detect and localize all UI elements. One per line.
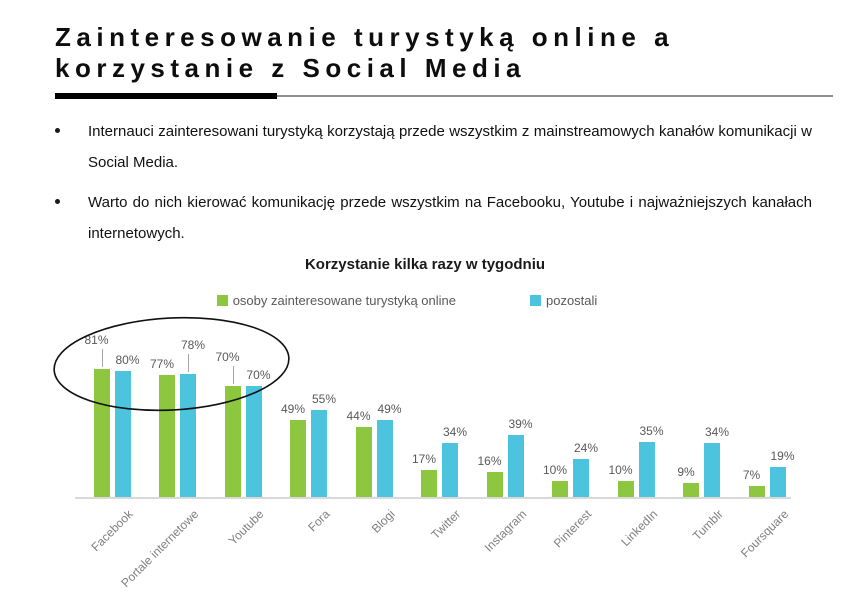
- value-label: 44%: [346, 409, 371, 424]
- label-leader-line: [188, 353, 189, 372]
- bar-series2-twitter: [442, 443, 458, 497]
- value-label: 81%: [84, 333, 109, 348]
- page-title-line1: Zainteresowanie turystyką online a: [55, 22, 675, 52]
- label-leader-line: [101, 349, 103, 368]
- value-label: 49%: [280, 401, 306, 416]
- bar-series1-pinterest: [552, 481, 568, 497]
- bar-series2-fora: [311, 410, 327, 497]
- category-label-twitter: Twitter: [428, 507, 464, 542]
- highlight-ellipse: [53, 316, 290, 412]
- value-label: 7%: [742, 467, 761, 482]
- bullet-text-1: Internauci zainteresowani turystyką korz…: [88, 123, 812, 171]
- bar-series1-fora: [290, 419, 306, 497]
- bar-series1-linkedin: [617, 481, 634, 497]
- legend-swatch-icon: [216, 295, 228, 306]
- label-leader-line: [232, 366, 234, 385]
- category-label-pinterest: Pinterest: [551, 507, 595, 551]
- value-label: 34%: [442, 425, 468, 440]
- value-label: 70%: [246, 368, 271, 383]
- bullet-dot-icon: [55, 199, 60, 204]
- value-label: 19%: [770, 448, 795, 463]
- bar-series2-blogi: [376, 419, 393, 497]
- value-label: 78%: [180, 337, 206, 352]
- page-header: Zainteresowanie turystyką online a korzy…: [55, 22, 835, 84]
- plot-area: 81% 80% Facebook 77% 78% Portale internetowe 7…: [0, 316, 850, 609]
- value-label: 70%: [215, 350, 240, 365]
- bar-series2-facebook: [114, 370, 131, 497]
- value-label: 16%: [477, 453, 502, 468]
- bar-series2-linkedin: [638, 441, 655, 497]
- category-label-foursquare: Foursquare: [737, 507, 791, 561]
- chart-legend: osoby zainteresowane turystyką online poz…: [0, 293, 832, 308]
- value-label: 9%: [677, 464, 695, 479]
- x-axis-line: [75, 497, 791, 499]
- value-label: 17%: [411, 452, 437, 467]
- title-underline-thick: [55, 93, 277, 99]
- bar-series2-instagram: [507, 435, 524, 497]
- value-label: 80%: [115, 352, 140, 367]
- bar-series1-youtube: [224, 386, 241, 497]
- bullet-item: Internauci zainteresowani turystyką korz…: [55, 116, 812, 178]
- bar-series2-portale-internetowe: [180, 373, 196, 497]
- bar-series1-facebook: [93, 369, 110, 497]
- bar-series1-instagram: [486, 471, 503, 497]
- value-label: 77%: [149, 357, 175, 372]
- bar-series1-portale-internetowe: [159, 375, 175, 497]
- category-label-facebook: Facebook: [88, 507, 136, 555]
- value-label: 49%: [377, 401, 402, 416]
- bar-series2-foursquare: [769, 466, 786, 497]
- title-underline-thin: [55, 95, 833, 97]
- value-label: 35%: [639, 423, 664, 438]
- category-label-fora: Fora: [305, 507, 333, 535]
- bar-series1-blogi: [355, 427, 372, 497]
- value-label: 34%: [704, 425, 730, 440]
- value-label: 55%: [311, 392, 337, 407]
- value-label: 24%: [573, 441, 599, 456]
- category-label-linkedin: LinkedIn: [617, 507, 660, 549]
- bullet-list: Internauci zainteresowani turystyką korz…: [55, 116, 812, 258]
- category-label-tumblr: Tumblr: [689, 507, 726, 543]
- page-title-line2: korzystanie z Social Media: [55, 53, 527, 83]
- legend-label: pozostali: [545, 293, 598, 308]
- legend-item-2: pozostali: [529, 293, 598, 308]
- bullet-item: Warto do nich kierować komunikację przed…: [55, 187, 812, 249]
- legend-swatch-icon: [529, 295, 541, 306]
- bar-series2-pinterest: [573, 459, 589, 497]
- bar-series2-tumblr: [704, 443, 720, 497]
- bar-series1-twitter: [421, 470, 437, 497]
- bar-series1-tumblr: [683, 482, 699, 497]
- value-label: 39%: [508, 417, 533, 432]
- bullet-dot-icon: [55, 128, 60, 133]
- legend-label: osoby zainteresowane turystyką online: [232, 293, 456, 308]
- category-label-blogi: Blogi: [369, 507, 398, 536]
- legend-item-1: osoby zainteresowane turystyką online: [216, 293, 456, 308]
- bullet-text-2: Warto do nich kierować komunikację przed…: [88, 194, 812, 242]
- category-label-youtube: Youtube: [226, 507, 267, 548]
- value-label: 10%: [608, 463, 633, 478]
- chart-title: Korzystanie kilka razy w tygodniu: [304, 256, 546, 273]
- bar-series2-youtube: [245, 386, 262, 497]
- bar-series1-foursquare: [748, 485, 765, 497]
- category-label-instagram: Instagram: [481, 507, 529, 555]
- value-label: 10%: [542, 463, 568, 478]
